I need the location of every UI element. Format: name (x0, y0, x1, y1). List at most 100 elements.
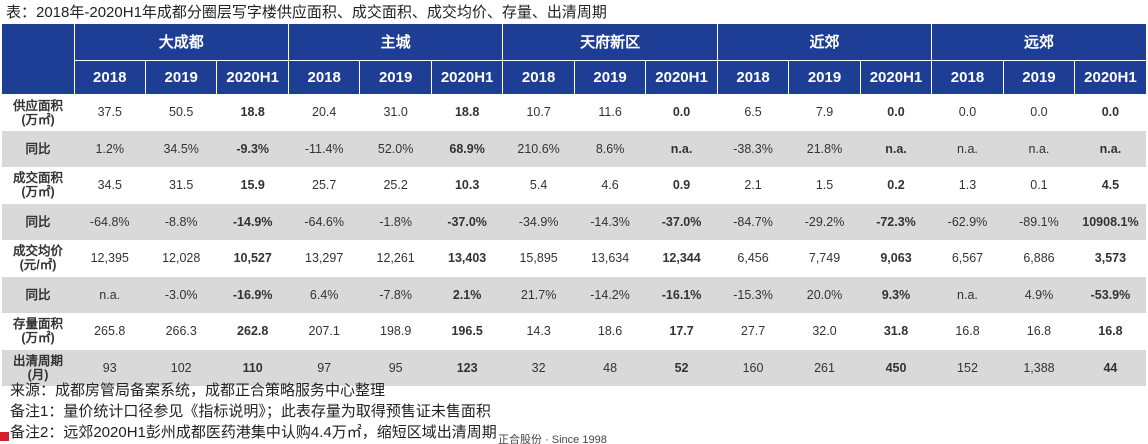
table-cell: 1.5 (788, 167, 861, 204)
table-cell: 4.9% (1003, 276, 1075, 313)
row-label: 成交均价 (元/㎡) (2, 240, 74, 277)
table-cell: 68.9% (431, 130, 503, 167)
table-cell: 13,634 (574, 240, 646, 277)
group-header: 近郊 (717, 24, 933, 61)
table-cell: 37.5 (74, 94, 146, 131)
table-cell: n.a. (931, 130, 1004, 167)
table-cell: 31.0 (359, 94, 432, 131)
table-cell: -3.0% (145, 276, 217, 313)
table-cell: 2.1% (431, 276, 503, 313)
table-cell: -1.8% (359, 203, 432, 240)
table-body: 供应面积 (万㎡) 37.5 50.5 18.8 20.4 31.0 18.8 10.7 11.6… (2, 94, 1147, 386)
table-cell: 17.7 (645, 313, 718, 350)
footer-brand: 正合股份 · Since 1998 (498, 434, 607, 444)
table-cell: 18.8 (431, 94, 503, 131)
table-cell: -89.1% (1003, 203, 1075, 240)
table-cell: 12,261 (359, 240, 432, 277)
table-cell: 34.5% (145, 130, 217, 167)
table-cell: 10.7 (502, 94, 575, 131)
data-table: 大成都 主城 天府新区 近郊 远郊 2018 2019 2020H1 2018 2019… (2, 24, 1147, 386)
row-label: 存量面积 (万㎡) (2, 313, 74, 350)
table-cell: n.a. (74, 276, 146, 313)
table-cell: 10.3 (431, 167, 503, 204)
table-cell: -15.3% (717, 276, 789, 313)
table-cell: 9.3% (860, 276, 932, 313)
notes: 来源：成都房管局备案系统，成都正合策略服务中心整理 备注1：量价统计口径参见《指… (10, 380, 1140, 443)
group-header: 远郊 (931, 24, 1147, 61)
table-cell: 31.8 (860, 313, 932, 350)
table-cell: -16.1% (645, 276, 718, 313)
year-header: 2020H1 (431, 60, 504, 94)
table-cell: 12,395 (74, 240, 146, 277)
row-label-line: 同比 (25, 287, 51, 302)
table-cell: 18.6 (574, 313, 646, 350)
table-cell: 6.5 (717, 94, 789, 131)
table-cell: n.a. (1003, 130, 1075, 167)
table-cell: 12,028 (145, 240, 217, 277)
table-cell: 13,403 (431, 240, 503, 277)
table-cell: -29.2% (788, 203, 861, 240)
table-cell: 32.0 (788, 313, 861, 350)
year-header: 2019 (1003, 60, 1076, 94)
table-cell: 0.9 (645, 167, 718, 204)
table-cell: 0.0 (1074, 94, 1147, 131)
note-source: 来源：成都房管局备案系统，成都正合策略服务中心整理 (10, 382, 386, 399)
row-label-line: 供应面积 (12, 98, 63, 113)
year-header: 2020H1 (216, 60, 289, 94)
table-cell: 31.5 (145, 167, 217, 204)
row-label-line: (月) (27, 367, 49, 382)
table-cell: 27.7 (717, 313, 789, 350)
table-cell: 93 (74, 349, 146, 386)
table-cell: 16.8 (931, 313, 1004, 350)
table-cell: n.a. (860, 130, 932, 167)
table-cell: 20.4 (288, 94, 360, 131)
table-cell: 102 (145, 349, 217, 386)
table-row: 成交面积 (万㎡) 34.5 31.5 15.9 25.7 25.2 10.3 5.4 4.6 0.… (2, 167, 1147, 204)
row-label-line: (万㎡) (21, 331, 55, 346)
table-cell: 6.4% (288, 276, 360, 313)
year-header: 2018 (502, 60, 575, 94)
table-cell: 16.8 (1074, 313, 1147, 350)
table-cell: 52 (645, 349, 718, 386)
table-cell: 6,456 (717, 240, 789, 277)
row-label-line: (万㎡) (21, 185, 55, 200)
table-cell: 13,297 (288, 240, 360, 277)
group-header: 天府新区 (502, 24, 718, 61)
table-cell: -34.9% (502, 203, 575, 240)
table-cell: 12,344 (645, 240, 718, 277)
table-cell: -72.3% (860, 203, 932, 240)
table-cell: 15,895 (502, 240, 575, 277)
year-header: 2019 (145, 60, 218, 94)
row-label-line: 同比 (25, 214, 51, 229)
table-cell: -64.6% (288, 203, 360, 240)
table-title: 表：2018年-2020H1年成都分圈层写字楼供应面积、成交面积、成交均价、存量… (6, 4, 607, 21)
table-row: 同比 1.2% 34.5% -9.3% -11.4% 52.0% 68.9% 210.6% 8.… (2, 130, 1147, 167)
table-cell: 0.2 (860, 167, 932, 204)
group-header: 主城 (288, 24, 504, 61)
table-cell: 34.5 (74, 167, 146, 204)
table-row: 出清周期 (月) 93 102 110 97 95 123 32 48 52 160 261 450 152… (2, 349, 1147, 386)
year-header: 2019 (788, 60, 861, 94)
table-cell: 1.3 (931, 167, 1004, 204)
table-cell: 52.0% (359, 130, 432, 167)
table-cell: 10908.1% (1074, 203, 1147, 240)
table-cell: 4.5 (1074, 167, 1147, 204)
table-row: 存量面积 (万㎡) 265.8 266.3 262.8 207.1 198.9 196.5 14… (2, 313, 1147, 350)
year-header: 2020H1 (645, 60, 718, 94)
year-header: 2018 (74, 60, 146, 94)
table-cell: 110 (216, 349, 289, 386)
corner-cell (2, 24, 75, 95)
table-cell: 262.8 (216, 313, 289, 350)
table-cell: 5.4 (502, 167, 575, 204)
table-cell: 0.0 (645, 94, 718, 131)
table-row: 供应面积 (万㎡) 37.5 50.5 18.8 20.4 31.0 18.8 10.7 11.6… (2, 94, 1147, 131)
table-row: 成交均价 (元/㎡) 12,395 12,028 10,527 13,297 12,261 1… (2, 240, 1147, 277)
table-cell: 4.6 (574, 167, 646, 204)
table-cell: 261 (788, 349, 861, 386)
table-cell: 6,567 (931, 240, 1004, 277)
row-label: 成交面积 (万㎡) (2, 167, 74, 204)
table-cell: 95 (359, 349, 432, 386)
year-header: 2018 (717, 60, 790, 94)
table-cell: -37.0% (645, 203, 718, 240)
table-cell: -7.8% (359, 276, 432, 313)
